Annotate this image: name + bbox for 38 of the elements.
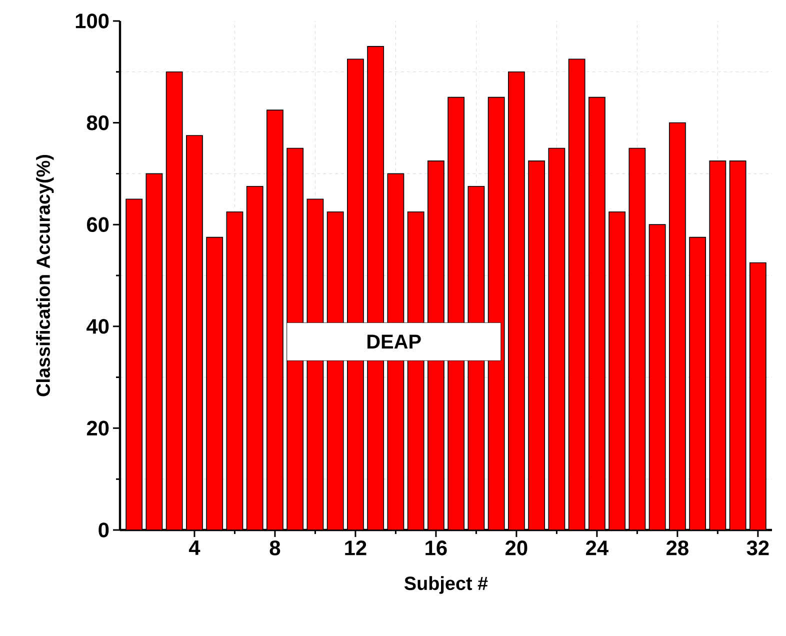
bar <box>568 58 586 530</box>
bar <box>729 160 746 530</box>
bar <box>528 160 546 530</box>
bar <box>166 71 183 530</box>
bar <box>749 262 766 530</box>
y-axis-title: Classification Accuracy(%) <box>36 154 54 396</box>
annotation: DEAP <box>368 334 421 349</box>
bar <box>206 236 224 530</box>
x-tick-label: 8 <box>270 540 280 556</box>
y-tick-label: 60 <box>86 217 109 232</box>
x-tick-label: 20 <box>506 540 528 556</box>
x-tick-label: 4 <box>188 540 200 555</box>
bar <box>508 71 525 530</box>
bar <box>186 135 203 530</box>
bar <box>266 110 284 530</box>
y-tick-label: 0 <box>98 522 109 538</box>
bar <box>226 211 244 530</box>
bar <box>709 160 726 530</box>
bar <box>668 122 686 530</box>
y-tick-label: 40 <box>86 318 109 334</box>
bar <box>246 186 264 530</box>
y-tick-label: 20 <box>86 420 109 436</box>
bar <box>689 236 706 530</box>
x-tick-label: 12 <box>345 540 366 556</box>
bar <box>608 211 626 530</box>
x-tick-label: 24 <box>586 540 608 556</box>
x-tick-label: 16 <box>426 540 447 556</box>
y-tick-label: 80 <box>86 115 109 130</box>
bar <box>628 148 646 530</box>
x-tick-label: 28 <box>666 540 688 556</box>
bar <box>126 198 143 530</box>
x-axis-title: Subject # <box>404 576 488 594</box>
bar <box>648 224 666 530</box>
y-tick-label: 100 <box>76 14 109 28</box>
bar <box>146 173 163 530</box>
bar <box>588 96 606 530</box>
x-tick-label: 32 <box>746 540 769 556</box>
bar <box>548 148 566 530</box>
